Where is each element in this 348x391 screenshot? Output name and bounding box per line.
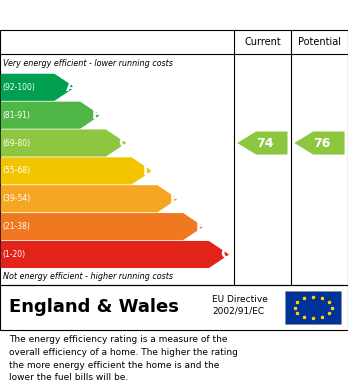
Text: The energy efficiency rating is a measure of the
overall efficiency of a home. T: The energy efficiency rating is a measur…	[9, 335, 238, 382]
Text: (21-38): (21-38)	[2, 222, 30, 231]
Text: D: D	[143, 164, 155, 178]
Text: (81-91): (81-91)	[2, 111, 30, 120]
Polygon shape	[1, 157, 152, 185]
Text: Not energy efficient - higher running costs: Not energy efficient - higher running co…	[3, 272, 173, 281]
Text: E: E	[170, 192, 180, 206]
Polygon shape	[237, 131, 287, 154]
Text: (39-54): (39-54)	[2, 194, 30, 203]
Text: 76: 76	[313, 136, 331, 149]
Polygon shape	[1, 213, 204, 240]
Polygon shape	[1, 185, 178, 212]
Text: Potential: Potential	[298, 37, 341, 47]
Text: (69-80): (69-80)	[2, 138, 30, 147]
Bar	[285, 291, 341, 324]
Text: Current: Current	[244, 37, 281, 47]
Text: F: F	[196, 220, 205, 234]
Text: (1-20): (1-20)	[2, 250, 25, 259]
Text: A: A	[66, 80, 77, 94]
Polygon shape	[1, 241, 229, 268]
Polygon shape	[1, 102, 101, 129]
Text: Very energy efficient - lower running costs: Very energy efficient - lower running co…	[3, 59, 173, 68]
Text: Energy Efficiency Rating: Energy Efficiency Rating	[9, 7, 219, 23]
Text: B: B	[92, 108, 103, 122]
Text: G: G	[220, 248, 232, 262]
Text: (92-100): (92-100)	[2, 83, 35, 92]
Polygon shape	[1, 129, 126, 156]
Text: 74: 74	[256, 136, 274, 149]
Text: (55-68): (55-68)	[2, 167, 30, 176]
Polygon shape	[1, 74, 75, 101]
Polygon shape	[294, 131, 345, 154]
Text: England & Wales: England & Wales	[9, 298, 179, 316]
Text: C: C	[118, 136, 128, 150]
Text: EU Directive
2002/91/EC: EU Directive 2002/91/EC	[212, 294, 268, 316]
